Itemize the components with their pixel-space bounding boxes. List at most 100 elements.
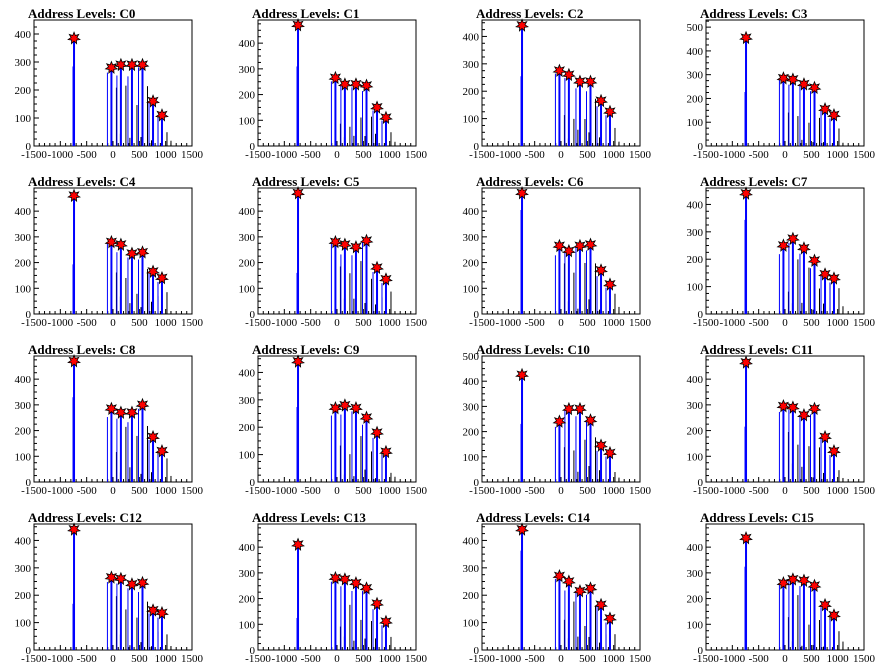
chart-title: Address Levels: C9 <box>252 342 360 357</box>
y-tick-label: 100 <box>687 282 704 294</box>
x-tick-label: -1000 <box>719 653 745 665</box>
x-tick-label: 1500 <box>181 485 204 497</box>
chart-title: Address Levels: C13 <box>252 510 366 525</box>
x-tick-label: 0 <box>782 149 788 161</box>
peak-marker-star <box>370 100 384 114</box>
y-tick-label: 300 <box>239 395 256 407</box>
histogram-svg: Address Levels: C11 0 100 200 300 400 -1500 -10… <box>687 342 876 497</box>
histogram-panel-8: Address Levels: C8 0 100 200 300 400 -1500 -100… <box>0 336 224 504</box>
peak-marker-star <box>827 444 841 458</box>
x-tick-label: -1500 <box>693 485 719 497</box>
x-tick-label: 1000 <box>603 149 626 161</box>
y-tick-label: 0 <box>698 141 704 153</box>
peak-marker-star <box>797 77 811 91</box>
x-tick-label: 1000 <box>827 149 850 161</box>
histogram-panel-1: Address Levels: C1 0 100 200 300 400 -1500 -100… <box>224 0 448 168</box>
peak-marker-star <box>573 74 587 89</box>
x-tick-label: 1000 <box>379 317 402 329</box>
histogram-panel-7: Address Levels: C7 0 100 200 300 400 -1500 -100… <box>672 168 896 336</box>
x-tick-label: 1000 <box>827 653 850 665</box>
histogram-panel-14: Address Levels: C14 0 100 200 300 400 -1500 -10… <box>448 504 672 672</box>
y-tick-label: 100 <box>463 452 480 464</box>
peak-marker-star <box>807 80 822 95</box>
histogram-panel-3: Address Levels: C3 0 100 200 300 400 500 -1500-… <box>672 0 896 168</box>
peak-marker-star <box>337 398 352 412</box>
peak-marker-star <box>67 31 81 45</box>
x-tick-label: 500 <box>803 317 820 329</box>
x-tick-label: 1500 <box>853 485 876 497</box>
x-tick-label: -1000 <box>495 317 521 329</box>
y-tick-label: 0 <box>26 309 32 321</box>
peak-marker-star <box>104 570 119 584</box>
peak-marker-star <box>349 400 363 415</box>
x-tick-label: -1500 <box>693 653 719 665</box>
peak-marker-star <box>594 438 608 452</box>
x-tick-label: 1500 <box>853 149 876 161</box>
chart-title: Address Levels: C10 <box>476 342 590 357</box>
peak-marker-star <box>515 186 529 200</box>
y-tick-label: 200 <box>687 93 704 105</box>
x-tick-label: 0 <box>110 149 116 161</box>
y-tick-label: 0 <box>698 645 704 657</box>
y-tick-label: 300 <box>15 232 32 244</box>
histogram-svg: Address Levels: C2 0 100 200 300 400 -1500 -100… <box>463 6 652 161</box>
peak-marker-star <box>67 354 81 368</box>
histogram-svg: Address Levels: C0 0 100 200 300 400 -1500 -100… <box>15 6 204 161</box>
peak-marker-star <box>155 270 169 285</box>
peak-marker-star <box>603 611 617 625</box>
peak-marker-star <box>785 72 800 86</box>
histogram-svg: Address Levels: C6 0 100 200 300 400 -1500 -100… <box>463 174 652 329</box>
peak-marker-star <box>573 401 587 416</box>
y-tick-label: 200 <box>687 426 704 438</box>
x-tick-label: -1500 <box>245 317 271 329</box>
x-tick-label: -1500 <box>245 485 271 497</box>
x-tick-label: -1500 <box>21 317 47 329</box>
histogram-panel-13: Address Levels: C13 0 100 200 300 400 -1500 -10… <box>224 504 448 672</box>
peak-marker-star <box>125 577 139 591</box>
peak-marker-star <box>552 238 567 253</box>
x-tick-label: -500 <box>77 653 98 665</box>
x-tick-label: 500 <box>579 653 596 665</box>
y-tick-label: 0 <box>474 645 480 657</box>
peak-marker-star <box>573 238 587 253</box>
peak-marker-star <box>104 401 119 416</box>
plot-frame <box>705 355 865 483</box>
peak-marker-star <box>125 246 139 260</box>
x-tick-label: 0 <box>334 653 340 665</box>
x-tick-label: 500 <box>131 653 148 665</box>
y-tick-label: 100 <box>239 619 256 631</box>
peak-marker-star <box>776 238 791 252</box>
x-tick-label: 0 <box>558 485 564 497</box>
y-tick-label: 100 <box>687 451 704 463</box>
y-tick-label: 300 <box>687 568 704 580</box>
x-tick-label: -500 <box>301 317 322 329</box>
chart-title: Address Levels: C2 <box>476 6 583 21</box>
peak-marker-star <box>113 57 128 72</box>
x-tick-label: 500 <box>803 149 820 161</box>
x-tick-label: -1000 <box>47 317 73 329</box>
y-tick-label: 0 <box>250 309 256 321</box>
peak-marker-star <box>379 272 393 286</box>
histogram-panel-9: Address Levels: C9 0 100 200 300 400 -1500 -100… <box>224 336 448 504</box>
peak-marker-star <box>146 603 160 617</box>
x-tick-label: -1000 <box>47 149 73 161</box>
x-tick-label: 0 <box>110 653 116 665</box>
y-tick-label: 100 <box>15 113 32 125</box>
x-tick-label: 500 <box>803 653 820 665</box>
x-tick-label: -500 <box>749 485 770 497</box>
plot-frame <box>481 187 641 315</box>
peak-marker-star <box>349 77 363 91</box>
peak-marker-star <box>776 399 791 413</box>
y-tick-label: 0 <box>698 309 704 321</box>
peak-marker-star <box>104 234 119 249</box>
peak-marker-star <box>583 237 598 251</box>
y-tick-label: 0 <box>474 141 480 153</box>
peak-marker-star <box>807 401 822 416</box>
peak-marker-star <box>135 245 150 259</box>
histogram-svg: Address Levels: C7 0 100 200 300 400 -1500 -100… <box>687 174 876 329</box>
y-tick-label: 300 <box>463 232 480 244</box>
chart-title: Address Levels: C6 <box>476 174 584 189</box>
peak-marker-star <box>785 231 800 246</box>
x-tick-label: 1000 <box>827 485 850 497</box>
